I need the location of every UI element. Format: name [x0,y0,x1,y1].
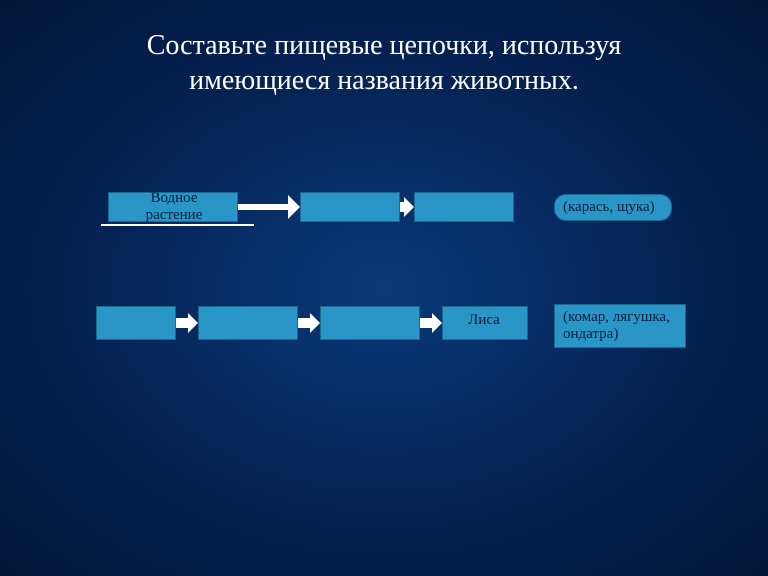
arrows-layer [0,0,768,576]
